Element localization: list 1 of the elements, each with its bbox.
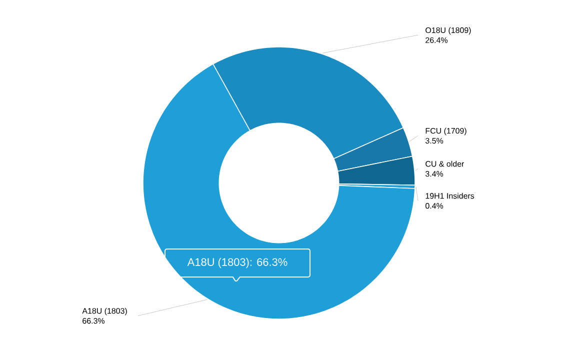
text: A18U (1803): 66.3%: [187, 258, 288, 268]
